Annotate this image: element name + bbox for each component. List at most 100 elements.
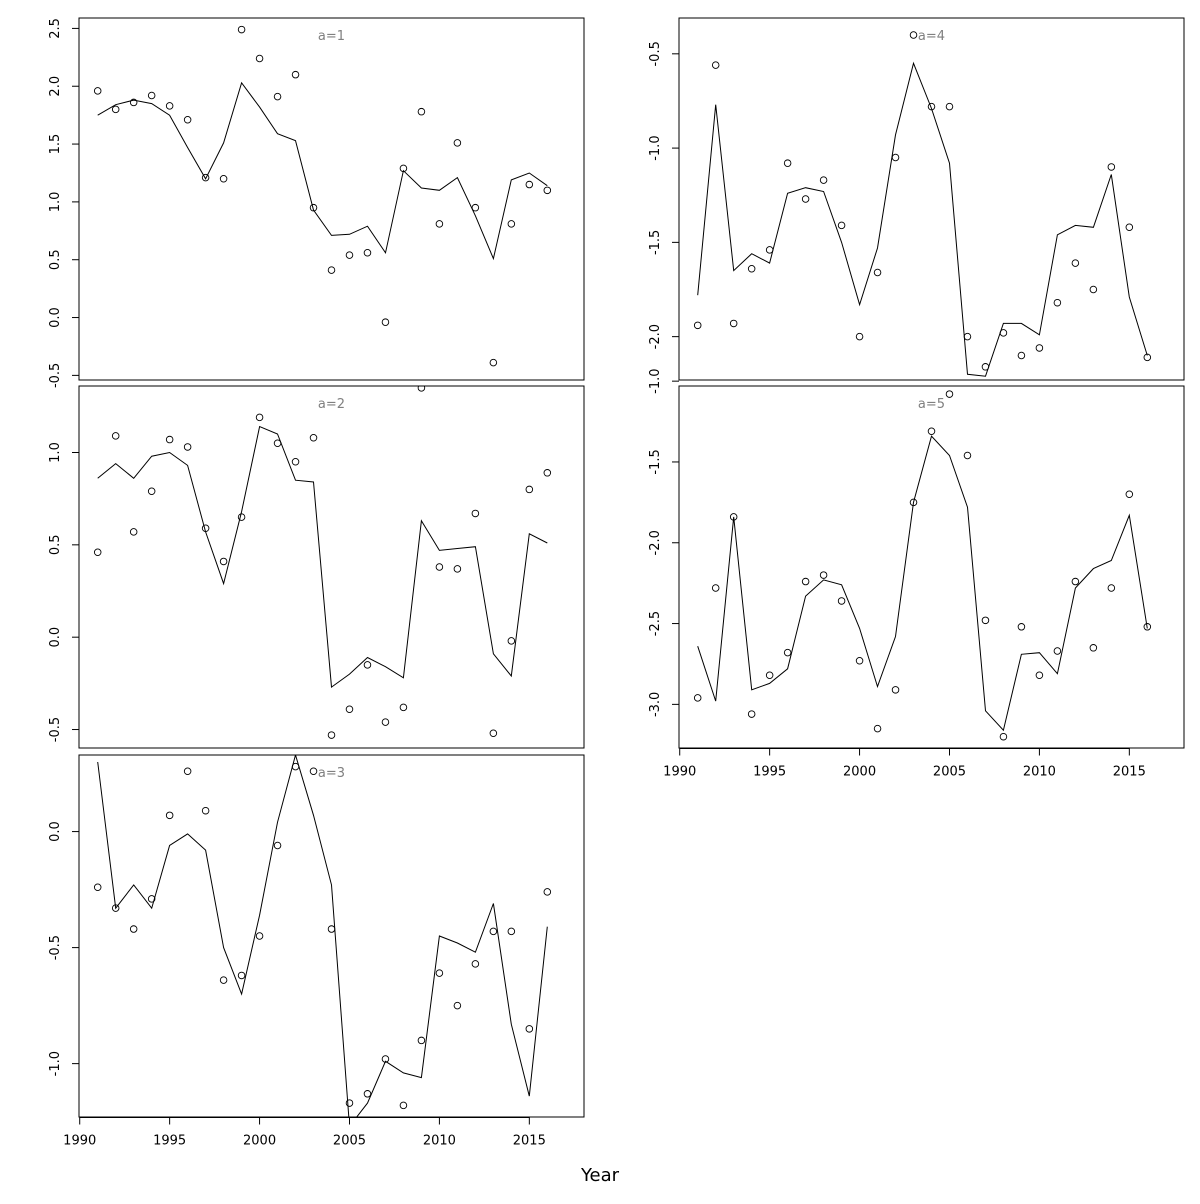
observed-point <box>693 321 702 330</box>
panel-5: -3.0 -2.5 -2.0 -1.5 -1.0 1990 1995 2000 2005 2010… <box>648 368 1185 780</box>
observed-point <box>1125 490 1134 499</box>
x-tick-label: 2015 <box>513 1134 546 1149</box>
y-tick-label: 1.0 <box>48 192 63 213</box>
observed-point <box>765 246 774 254</box>
observed-point <box>837 221 846 230</box>
observed-point <box>219 557 228 566</box>
observed-point <box>999 732 1008 741</box>
observed-point <box>291 762 300 771</box>
observed-point <box>873 724 882 733</box>
observed-point <box>201 524 210 532</box>
y-tick-label: 1.0 <box>48 442 63 463</box>
observed-point <box>327 925 336 933</box>
observed-point <box>165 435 174 444</box>
observed-point <box>765 671 774 680</box>
observed-point <box>855 332 864 341</box>
x-tick-label: 2015 <box>1113 765 1146 780</box>
observed-point <box>471 509 480 518</box>
observed-point <box>1071 259 1080 267</box>
observed-point <box>1143 353 1152 362</box>
y-tick-label: 0.0 <box>48 307 63 328</box>
observed-point <box>891 153 900 162</box>
observed-point <box>963 451 972 460</box>
panel-1: -0.5 0.0 0.5 1.0 1.5 2.0 2.5 a=1 <box>48 17 585 388</box>
observed-point <box>381 718 390 726</box>
y-tick-label: -0.5 <box>648 41 663 66</box>
y-tick-label: -2.0 <box>648 530 663 555</box>
panel-frame <box>678 17 1185 381</box>
panel-label: a=5 <box>918 397 945 412</box>
panel-3: -1.0 -0.5 0.0 1990 1995 2000 2005 2010 2015 a=3 <box>48 754 585 1149</box>
observed-point <box>363 1090 372 1098</box>
observed-point <box>525 1025 534 1033</box>
observed-point <box>327 266 336 274</box>
fitted-line <box>697 435 1148 732</box>
observed-point <box>399 703 408 712</box>
observed-point <box>1089 285 1098 294</box>
observed-point <box>927 427 936 436</box>
observed-point <box>111 432 120 440</box>
y-tick-label: -1.5 <box>648 230 663 255</box>
observed-point <box>1053 647 1062 655</box>
observed-point <box>363 661 372 669</box>
observed-point <box>237 25 246 34</box>
x-tick-label: 2010 <box>1023 765 1056 780</box>
observed-point <box>309 203 318 212</box>
observed-point <box>1125 223 1134 232</box>
observed-point <box>525 180 534 189</box>
observed-point <box>147 895 156 903</box>
observed-point <box>747 710 756 718</box>
panel-label: a=1 <box>318 29 345 44</box>
observed-point <box>999 329 1008 337</box>
panel-data <box>693 31 1152 377</box>
observed-point <box>417 386 426 392</box>
observed-point <box>453 565 462 573</box>
panel-frame <box>78 754 585 1118</box>
observed-point <box>183 116 192 124</box>
observed-point <box>1017 623 1026 631</box>
observed-point <box>1089 644 1098 652</box>
observed-point <box>711 61 720 69</box>
observed-point <box>327 731 336 739</box>
panel-label: a=3 <box>318 766 345 781</box>
panel-frame <box>78 385 585 749</box>
y-tick-label: 0.5 <box>48 534 63 555</box>
observed-point <box>345 1099 354 1107</box>
observed-point <box>237 513 246 521</box>
y-tick-label: 0.0 <box>48 821 63 842</box>
x-tick-label: 1995 <box>153 1134 186 1149</box>
observed-point <box>1107 163 1116 171</box>
observed-point <box>891 686 900 694</box>
y-tick-label: -2.5 <box>648 611 663 636</box>
observed-point <box>1107 584 1116 592</box>
y-tick-label: -1.0 <box>648 135 663 160</box>
observed-point <box>1035 344 1044 352</box>
x-tick-label: 2005 <box>333 1134 366 1149</box>
observed-point <box>819 176 828 184</box>
observed-point <box>291 70 300 79</box>
fitted-line <box>97 755 548 1117</box>
observed-point <box>345 705 354 713</box>
observed-point <box>471 203 480 212</box>
observed-point <box>525 485 534 494</box>
observed-point <box>309 767 318 775</box>
observed-point <box>1035 671 1044 680</box>
fitted-line <box>97 425 548 689</box>
observed-point <box>147 487 156 496</box>
observed-point <box>819 571 828 579</box>
observed-point <box>1071 577 1080 586</box>
y-tick-label: 2.5 <box>48 18 63 39</box>
y-tick-label: 0.0 <box>48 627 63 648</box>
observed-point <box>927 102 936 111</box>
fitted-line <box>697 61 1148 377</box>
y-tick-label: 1.5 <box>48 134 63 155</box>
observed-point <box>183 767 192 775</box>
observed-point <box>909 498 918 507</box>
observed-point <box>183 443 192 451</box>
observed-point <box>945 102 954 111</box>
x-tick-label: 2000 <box>843 765 876 780</box>
observed-point <box>93 883 102 892</box>
observed-point <box>471 960 480 968</box>
observed-point <box>453 139 462 147</box>
